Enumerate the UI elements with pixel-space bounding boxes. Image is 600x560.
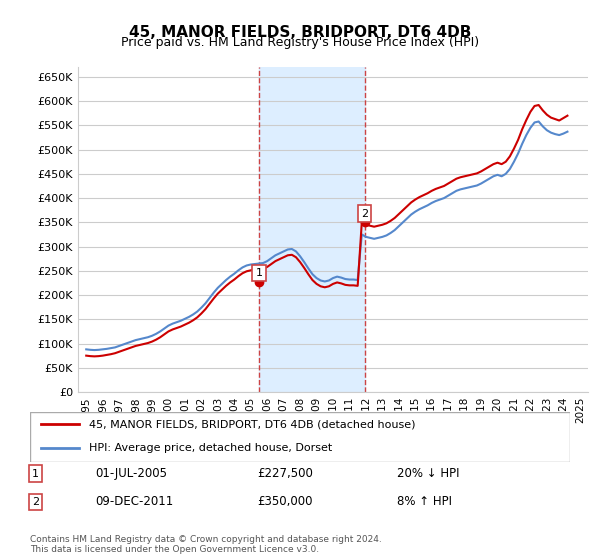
Text: £227,500: £227,500 xyxy=(257,467,313,480)
Text: 8% ↑ HPI: 8% ↑ HPI xyxy=(397,496,452,508)
Text: 45, MANOR FIELDS, BRIDPORT, DT6 4DB: 45, MANOR FIELDS, BRIDPORT, DT6 4DB xyxy=(129,25,471,40)
Text: 45, MANOR FIELDS, BRIDPORT, DT6 4DB (detached house): 45, MANOR FIELDS, BRIDPORT, DT6 4DB (det… xyxy=(89,419,416,429)
Text: 2: 2 xyxy=(32,497,39,507)
Bar xyxy=(259,67,365,392)
Text: 20% ↓ HPI: 20% ↓ HPI xyxy=(397,467,460,480)
Text: 2: 2 xyxy=(361,209,368,218)
Text: 09-DEC-2011: 09-DEC-2011 xyxy=(95,496,173,508)
Text: Contains HM Land Registry data © Crown copyright and database right 2024.
This d: Contains HM Land Registry data © Crown c… xyxy=(30,535,382,554)
Text: 1: 1 xyxy=(32,469,39,479)
FancyBboxPatch shape xyxy=(30,412,570,462)
Text: Price paid vs. HM Land Registry's House Price Index (HPI): Price paid vs. HM Land Registry's House … xyxy=(121,36,479,49)
Text: 01-JUL-2005: 01-JUL-2005 xyxy=(95,467,167,480)
Text: £350,000: £350,000 xyxy=(257,496,312,508)
Text: 1: 1 xyxy=(256,268,262,278)
Text: HPI: Average price, detached house, Dorset: HPI: Average price, detached house, Dors… xyxy=(89,443,332,453)
